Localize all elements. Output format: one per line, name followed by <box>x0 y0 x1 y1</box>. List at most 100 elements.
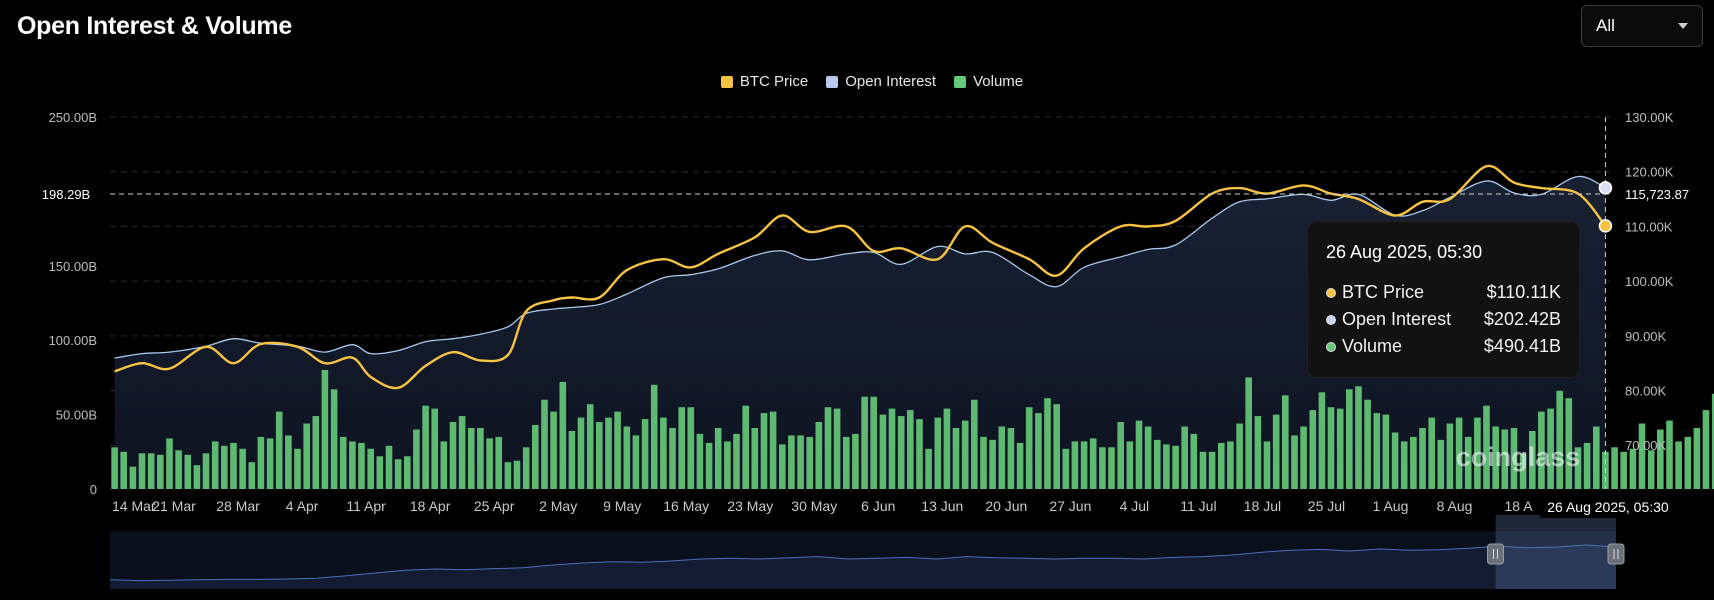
volume-bar <box>522 447 530 489</box>
volume-bar <box>221 445 228 489</box>
volume-bar <box>504 462 512 489</box>
volume-bar <box>184 454 192 489</box>
volume-bar <box>989 439 996 489</box>
volume-bar <box>1080 441 1088 489</box>
volume-bar <box>1657 429 1664 489</box>
volume-bar <box>486 438 493 489</box>
volume-bar <box>1400 441 1408 489</box>
volume-bar <box>1382 414 1390 489</box>
volume-bar <box>1391 432 1399 489</box>
volume-bar <box>1492 426 1499 489</box>
volume-bar <box>623 426 631 489</box>
volume-bar <box>1309 410 1317 489</box>
volume-bar <box>449 422 457 489</box>
tooltip-label: Volume <box>1342 336 1403 356</box>
volume-bar <box>468 428 475 489</box>
volume-bar <box>824 407 832 489</box>
volume-bar <box>422 405 429 489</box>
legend-item-open-interest[interactable]: Open Interest <box>826 73 936 90</box>
volume-bar <box>696 433 704 489</box>
legend-label: BTC Price <box>739 73 809 90</box>
legend-swatch-icon <box>954 75 967 88</box>
overview-window <box>1495 515 1616 589</box>
x-tick-label: 6 Jun <box>861 498 895 514</box>
volume-bar <box>294 448 301 489</box>
volume-bar <box>980 436 987 489</box>
volume-bar <box>1638 423 1646 489</box>
volume-bar <box>1538 411 1545 489</box>
y-left-tick-label: 250.00B <box>49 110 97 125</box>
volume-bar <box>1446 423 1454 489</box>
volume-bar <box>1263 441 1271 489</box>
volume-bar <box>1089 438 1097 489</box>
legend-item-btc-price[interactable]: BTC Price <box>720 73 809 90</box>
volume-bar <box>660 417 667 489</box>
volume-bar <box>248 462 256 489</box>
volume-bar <box>330 389 338 489</box>
volume-bar <box>1099 447 1106 489</box>
overview-handle[interactable] <box>1487 543 1505 565</box>
x-tick-label: 28 Mar <box>216 498 260 514</box>
legend-label: Open Interest <box>845 73 937 90</box>
tooltip: 26 Aug 2025, 05:30 BTC Price $110.11K Op… <box>1307 221 1580 378</box>
volume-bar <box>1227 441 1234 489</box>
volume-bar <box>175 450 182 489</box>
volume-bar <box>1565 398 1573 489</box>
y-right-tick-label: 90.00K <box>1625 329 1667 344</box>
volume-bar <box>1474 417 1481 489</box>
volume-bar <box>202 453 210 489</box>
crosshair-right-label-bg <box>1616 180 1712 207</box>
volume-bar <box>339 436 347 489</box>
volume-bar <box>1071 441 1079 489</box>
volume-bar <box>1702 410 1710 489</box>
volume-bar <box>1236 423 1243 489</box>
volume-bar <box>1556 390 1563 489</box>
volume-bar <box>285 435 292 489</box>
volume-bar <box>1364 399 1371 489</box>
y-left-tick-label: 0 <box>90 482 97 497</box>
volume-bar <box>888 408 896 489</box>
volume-bar <box>1218 442 1225 489</box>
crosshair-bottom-label: 26 Aug 2025, 05:30 <box>1547 499 1669 515</box>
volume-bar <box>797 435 804 489</box>
volume-bar <box>897 416 905 489</box>
open-interest-area <box>114 176 1606 489</box>
legend-item-volume[interactable]: Volume <box>954 73 1023 90</box>
volume-bar <box>1291 435 1298 489</box>
volume-bar <box>458 416 466 489</box>
volume-bar <box>806 436 813 489</box>
x-tick-label: 18 A <box>1505 498 1534 514</box>
volume-bar <box>1346 389 1353 489</box>
volume-bar <box>477 428 484 489</box>
volume-bar <box>1327 407 1335 489</box>
y-right-tick-label: 80.00K <box>1625 384 1667 399</box>
volume-bar <box>1593 426 1600 489</box>
tooltip-title: 26 Aug 2025, 05:30 <box>1326 242 1483 262</box>
volume-bar <box>733 433 740 489</box>
x-tick-label: 9 May <box>603 498 641 514</box>
crosshair-right-label: 115,723.87 <box>1625 187 1689 202</box>
volume-bar <box>705 442 713 489</box>
volume-bar <box>431 408 438 489</box>
overview-handle[interactable] <box>1607 543 1625 565</box>
volume-bar <box>394 459 402 489</box>
range-select[interactable]: All <box>1581 5 1703 47</box>
volume-bar <box>742 405 749 489</box>
volume-bar <box>769 411 777 489</box>
volume-bar <box>568 431 576 489</box>
volume-bar <box>577 417 585 489</box>
tooltip-row: BTC Price $110.11K <box>1326 279 1561 306</box>
volume-bar <box>596 422 603 489</box>
volume-bar <box>1254 416 1262 489</box>
y-right-tick-label: 120.00K <box>1625 165 1674 180</box>
x-tick-label: 14 Mar <box>112 498 156 514</box>
volume-bar <box>714 428 722 489</box>
volume-bar <box>1666 420 1673 489</box>
volume-bar <box>751 428 759 489</box>
volume-bar <box>678 407 685 489</box>
volume-bar <box>669 428 676 489</box>
btc-price-line <box>114 164 1607 390</box>
x-tick-label: 21 Mar <box>152 498 196 514</box>
volume-bar <box>1501 429 1509 489</box>
